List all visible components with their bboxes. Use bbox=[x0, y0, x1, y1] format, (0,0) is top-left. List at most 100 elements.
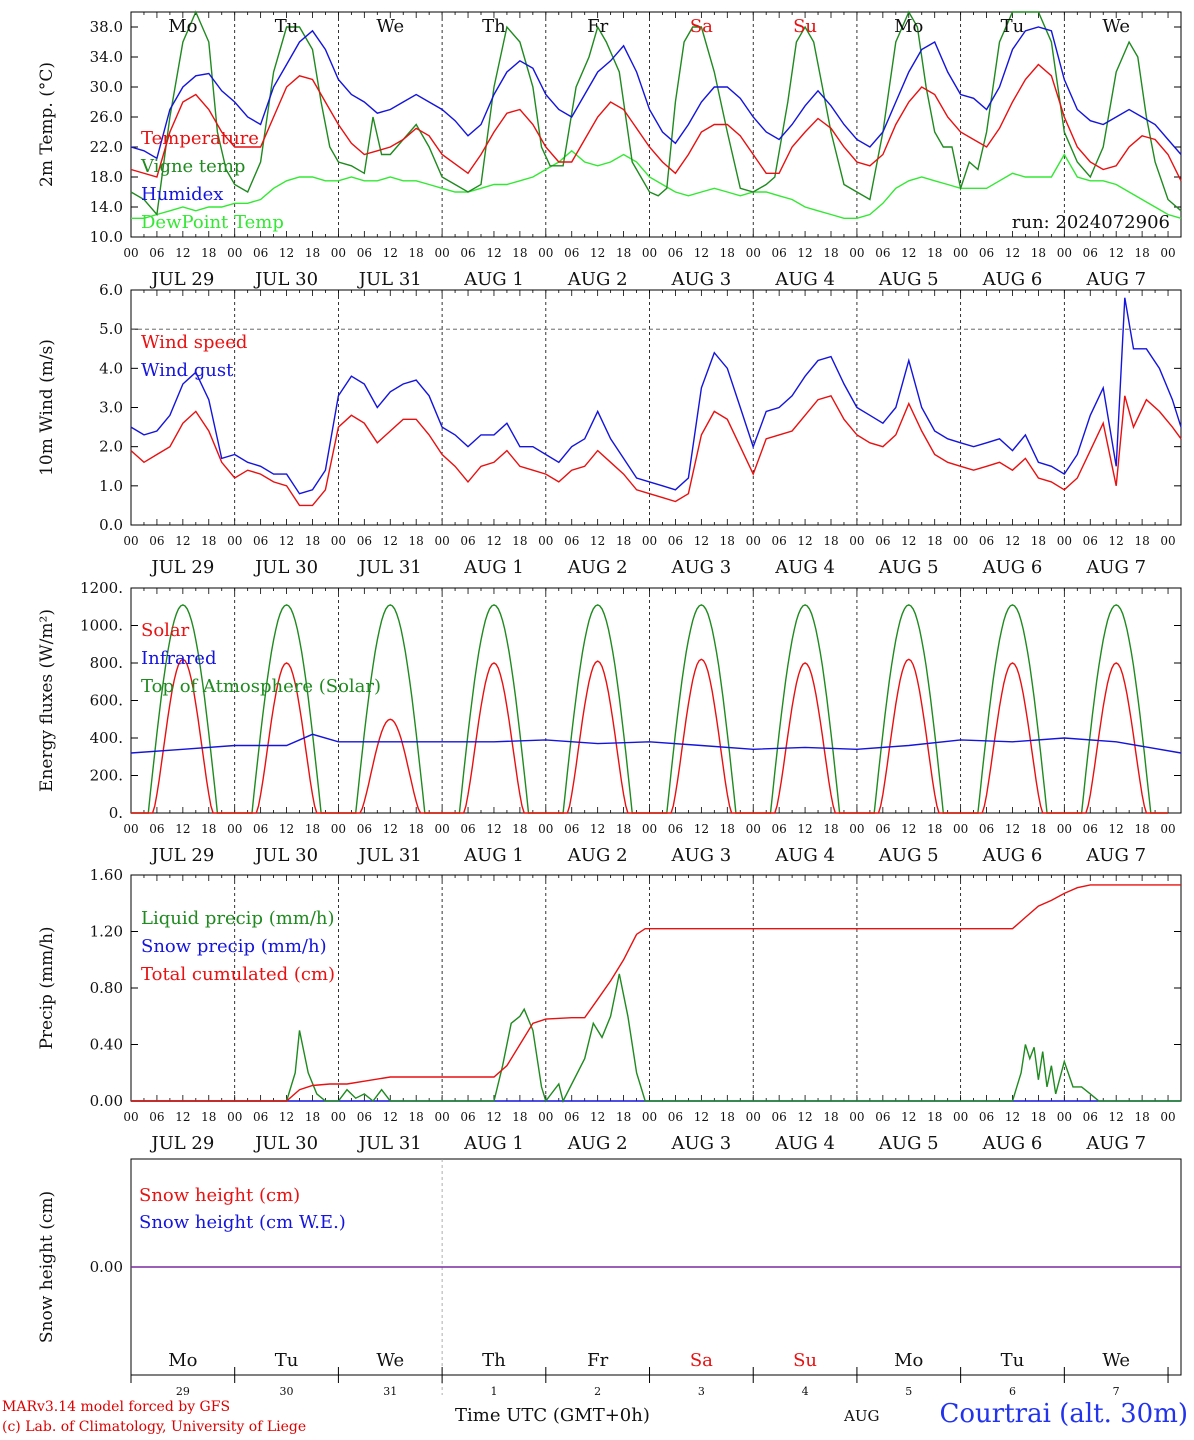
hour-tick-label: 06 bbox=[668, 246, 683, 260]
hour-tick-label: 00 bbox=[331, 1110, 346, 1124]
y-tick-label: 0.40 bbox=[90, 1036, 123, 1054]
hour-tick-label: 12 bbox=[901, 822, 916, 836]
y-tick-label: 18.0 bbox=[90, 168, 123, 186]
hour-tick-label: 06 bbox=[357, 534, 372, 548]
y-tick-label: 5.0 bbox=[99, 320, 123, 338]
panel-border bbox=[130, 587, 1182, 814]
weekday-label: Sa bbox=[690, 16, 713, 37]
hour-tick-label: 00 bbox=[953, 534, 968, 548]
hour-tick-label: 18 bbox=[1031, 1110, 1046, 1124]
weekday-label: Tu bbox=[275, 1350, 299, 1371]
hour-tick-label: 12 bbox=[383, 246, 398, 260]
hour-tick-label: 12 bbox=[175, 246, 190, 260]
infrared-line bbox=[130, 733, 1182, 754]
hour-tick-label: 00 bbox=[331, 246, 346, 260]
y-axis-label-3: Energy fluxes (W/m²) bbox=[37, 609, 57, 792]
hour-tick-label: 00 bbox=[538, 534, 553, 548]
hour-tick-label: 18 bbox=[927, 246, 942, 260]
hour-tick-label: 12 bbox=[901, 246, 916, 260]
hour-tick-label: 06 bbox=[460, 1110, 475, 1124]
hour-tick-label: 18 bbox=[1031, 246, 1046, 260]
hour-tick-label: 18 bbox=[409, 822, 424, 836]
hour-tick-label: 18 bbox=[616, 822, 631, 836]
hour-tick-label: 06 bbox=[149, 1110, 164, 1124]
date-label: AUG 2 bbox=[567, 557, 628, 578]
hour-tick-label: 00 bbox=[953, 822, 968, 836]
day-number-label: 6 bbox=[1009, 1385, 1016, 1395]
hour-tick-label: 12 bbox=[175, 822, 190, 836]
weekday-label: Mo bbox=[168, 1350, 197, 1371]
hour-tick-label: 18 bbox=[201, 534, 216, 548]
date-label: AUG 2 bbox=[567, 845, 628, 866]
legend-4: Liquid precip (mm/h) Snow precip (mm/h) To… bbox=[141, 908, 335, 985]
series-line-darkgreen bbox=[130, 10, 1182, 217]
date-label: JUL 29 bbox=[149, 557, 214, 578]
hour-tick-label: 18 bbox=[1134, 822, 1149, 836]
hour-tick-label: 18 bbox=[1031, 534, 1046, 548]
hour-tick-label: 18 bbox=[1134, 1110, 1149, 1124]
hour-tick-label: 12 bbox=[1005, 1110, 1020, 1124]
hour-tick-label: 00 bbox=[746, 1110, 761, 1124]
date-label: AUG 3 bbox=[671, 269, 732, 290]
date-label: AUG 1 bbox=[463, 269, 524, 290]
hour-tick-label: 18 bbox=[720, 534, 735, 548]
date-label: AUG 5 bbox=[878, 845, 939, 866]
hour-tick-label: 12 bbox=[486, 246, 501, 260]
date-label: AUG 7 bbox=[1085, 557, 1146, 578]
weekday-label: Mo bbox=[168, 16, 197, 37]
legend-entry: Solar bbox=[141, 620, 190, 641]
hour-tick-label: 06 bbox=[357, 822, 372, 836]
hour-tick-label: 00 bbox=[434, 1110, 449, 1124]
legend-entry: Infrared bbox=[141, 648, 216, 669]
weekday-label: We bbox=[1102, 16, 1130, 37]
hour-tick-label: 00 bbox=[538, 1110, 553, 1124]
hour-tick-label: 12 bbox=[279, 246, 294, 260]
hour-tick-label: 06 bbox=[772, 822, 787, 836]
day-number-label: 31 bbox=[383, 1385, 397, 1395]
hour-tick-label: 12 bbox=[1109, 822, 1124, 836]
date-label: AUG 2 bbox=[567, 269, 628, 290]
date-label: JUL 31 bbox=[357, 845, 422, 866]
hour-tick-label: 00 bbox=[1057, 246, 1072, 260]
hour-tick-label: 00 bbox=[434, 534, 449, 548]
hour-tick-label: 06 bbox=[979, 822, 994, 836]
date-label: AUG 6 bbox=[982, 1133, 1043, 1154]
y-tick-label: 200. bbox=[90, 767, 123, 785]
y-tick-label: 1.20 bbox=[90, 923, 123, 941]
date-label: AUG 6 bbox=[982, 557, 1043, 578]
hour-tick-label: 12 bbox=[175, 534, 190, 548]
hour-tick-label: 18 bbox=[616, 246, 631, 260]
hour-tick-label: 06 bbox=[772, 1110, 787, 1124]
y-tick-label: 1.0 bbox=[99, 477, 123, 495]
hour-tick-label: 06 bbox=[564, 534, 579, 548]
hour-tick-label: 00 bbox=[849, 534, 864, 548]
legend-entry: Liquid precip (mm/h) bbox=[141, 908, 335, 929]
hour-tick-label: 12 bbox=[486, 822, 501, 836]
hour-tick-label: 18 bbox=[927, 534, 942, 548]
hour-tick-label: 18 bbox=[512, 1110, 527, 1124]
hour-tick-label: 06 bbox=[1083, 534, 1098, 548]
hour-tick-label: 00 bbox=[1160, 1110, 1175, 1124]
y-tick-label: 26.0 bbox=[90, 108, 123, 126]
hour-tick-label: 12 bbox=[175, 1110, 190, 1124]
legend-2: Wind speed Wind gust bbox=[141, 332, 247, 381]
hour-tick-label: 12 bbox=[383, 822, 398, 836]
hour-tick-label: 18 bbox=[409, 534, 424, 548]
hour-tick-label: 06 bbox=[253, 822, 268, 836]
date-label: AUG 5 bbox=[878, 1133, 939, 1154]
hour-tick-label: 00 bbox=[642, 1110, 657, 1124]
hour-tick-label: 18 bbox=[720, 1110, 735, 1124]
weekday-label: Th bbox=[482, 1350, 506, 1371]
weekday-label: We bbox=[1102, 1350, 1130, 1371]
hour-tick-label: 06 bbox=[772, 534, 787, 548]
legend-entry: Snow precip (mm/h) bbox=[141, 936, 327, 957]
hour-tick-label: 12 bbox=[279, 822, 294, 836]
station-name: Courtrai (alt. 30m) bbox=[939, 1399, 1189, 1429]
hour-tick-label: 00 bbox=[642, 246, 657, 260]
hour-tick-label: 06 bbox=[149, 822, 164, 836]
hour-tick-label: 06 bbox=[1083, 246, 1098, 260]
hour-tick-label: 12 bbox=[901, 1110, 916, 1124]
y-tick-label: 4.0 bbox=[99, 359, 123, 377]
day-number-label: 5 bbox=[905, 1385, 912, 1395]
hour-tick-label: 12 bbox=[1005, 534, 1020, 548]
